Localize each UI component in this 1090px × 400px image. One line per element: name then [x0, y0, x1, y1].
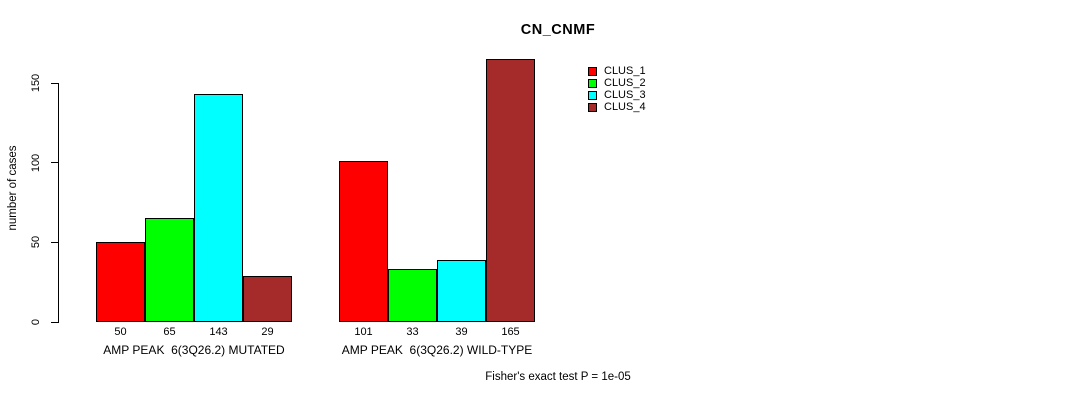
- legend-swatch-clus_2: [588, 78, 597, 88]
- legend-label-clus_4: CLUS_4: [604, 101, 646, 114]
- bar-clus_1-group1: [96, 242, 145, 322]
- bar-value-label: 65: [163, 326, 176, 338]
- legend-label-clus_1: CLUS_1: [604, 64, 646, 77]
- bar-clus_2-group1: [145, 218, 194, 322]
- bar-clus_1-group2: [339, 161, 388, 322]
- group-label: AMP PEAK 6(3Q26.2) WILD-TYPE: [341, 343, 533, 357]
- bar-value-label: 101: [354, 326, 373, 338]
- y-tick-label: 0: [30, 318, 42, 326]
- legend-swatch-clus_1: [588, 66, 597, 76]
- y-tick-mark: [51, 321, 59, 323]
- bar-clus_3-group1: [194, 94, 243, 322]
- chart-title: CN_CNMF: [520, 22, 596, 38]
- bar-clus_4-group1: [243, 275, 292, 322]
- legend-label-clus_3: CLUS_3: [604, 89, 646, 101]
- y-tick-mark: [51, 241, 59, 243]
- y-tick-mark: [51, 162, 59, 164]
- bar-value-label: 29: [261, 326, 274, 338]
- y-tick-mark: [51, 82, 59, 84]
- y-tick-label: 150: [30, 73, 42, 93]
- bar-value-label: 50: [114, 326, 127, 338]
- bar-value-label: 165: [501, 326, 520, 338]
- y-axis-line: [58, 83, 59, 323]
- legend-swatch-clus_4: [588, 103, 597, 113]
- bar-clus_4-group2: [486, 59, 535, 322]
- legend-swatch-clus_3: [588, 91, 597, 100]
- y-tick-label: 50: [30, 236, 42, 249]
- legend-label-clus_2: CLUS_2: [604, 76, 646, 89]
- group-label: AMP PEAK 6(3Q26.2) MUTATED: [103, 343, 285, 357]
- y-tick-label: 100: [30, 153, 42, 172]
- bar-clus_3-group2: [437, 259, 486, 322]
- bar-value-label: 33: [406, 326, 419, 338]
- bar-value-label: 143: [209, 326, 228, 338]
- y-axis-label: number of cases: [7, 145, 19, 231]
- footnote-fisher-test: Fisher's exact test P = 1e-05: [485, 371, 631, 383]
- bar-value-label: 39: [455, 326, 468, 338]
- bar-clus_2-group2: [388, 269, 437, 322]
